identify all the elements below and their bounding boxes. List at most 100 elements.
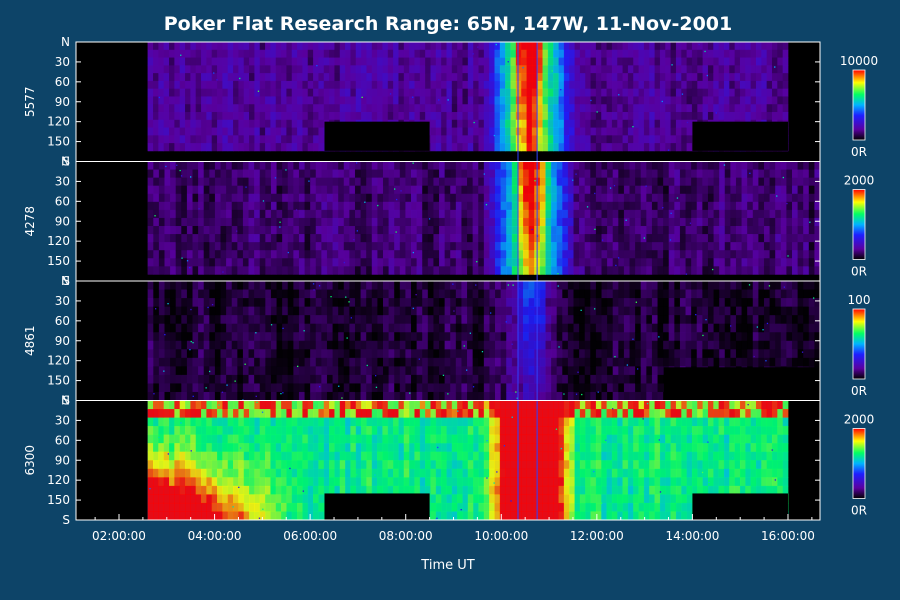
heatmap-cell (411, 281, 417, 290)
heatmap-cell (531, 96, 538, 105)
heatmap-cell (209, 234, 216, 243)
heatmap-cell (556, 391, 563, 401)
heatmap-cell (467, 349, 474, 359)
heatmap-cell (633, 104, 639, 113)
noise-pixel (643, 237, 645, 239)
heatmap-cell (461, 266, 468, 275)
heatmap-cell (186, 323, 193, 333)
noise-pixel (560, 89, 562, 91)
heatmap-cell (185, 135, 191, 144)
heatmap-cell (542, 65, 549, 74)
heatmap-cell (169, 73, 175, 82)
heatmap-cell (567, 366, 574, 376)
heatmap-cell (446, 111, 453, 121)
heatmap-cell (691, 193, 698, 203)
noise-pixel (364, 201, 366, 203)
heatmap-cell (590, 340, 597, 350)
heatmap-cell (310, 185, 317, 195)
heatmap-cell (366, 281, 373, 290)
heatmap-cell (430, 80, 437, 90)
heatmap-cell (399, 250, 406, 259)
heatmap-cell (584, 169, 591, 179)
heatmap-cell (192, 258, 199, 267)
heatmap-cell (186, 281, 193, 290)
heatmap-cell (573, 258, 580, 267)
heatmap-cell (354, 177, 361, 187)
heatmap-cell (393, 49, 399, 58)
heatmap-cell (192, 315, 199, 325)
heatmap-cell (595, 143, 602, 152)
heatmap-cell (761, 73, 768, 82)
heatmap-cell (203, 306, 210, 316)
heatmap-cell (382, 73, 389, 82)
heatmap-cell (763, 234, 770, 243)
heatmap-cell (181, 349, 188, 359)
heatmap-cell (697, 88, 704, 97)
heatmap-cell (293, 357, 300, 367)
heatmap-cell (209, 374, 216, 384)
heatmap-cell (563, 119, 570, 128)
heatmap-cell (573, 315, 580, 325)
heatmap-cell (569, 80, 575, 90)
heatmap-cell (780, 217, 787, 227)
noise-pixel (274, 177, 277, 179)
heatmap-cell (467, 42, 474, 51)
heatmap-cell (190, 119, 197, 128)
heatmap-cell (282, 201, 289, 211)
heatmap-cell (323, 104, 330, 113)
heatmap-cell (326, 383, 333, 393)
heatmap-cell (291, 80, 298, 90)
heatmap-cell (388, 298, 395, 308)
noise-pixel (551, 70, 553, 72)
heatmap-cell (382, 185, 389, 195)
heatmap-cell (323, 49, 330, 58)
heatmap-cell (414, 96, 421, 105)
heatmap-cell (231, 201, 238, 211)
heatmap-cell (419, 111, 426, 121)
heatmap-cell (752, 225, 759, 235)
heatmap-cell (192, 357, 199, 367)
heatmap-cell (248, 332, 255, 342)
heatmap-cell (233, 80, 239, 90)
heatmap-cell (321, 366, 328, 376)
heatmap-cell (265, 57, 271, 66)
heatmap-cell (782, 111, 789, 121)
heatmap-cell (696, 258, 703, 267)
heatmap-cell (523, 298, 530, 308)
heatmap-cell (640, 242, 647, 251)
heatmap-cell (265, 209, 272, 219)
heatmap-cell (494, 65, 501, 74)
heatmap-cell (388, 258, 395, 267)
heatmap-cell (745, 80, 752, 90)
heatmap-cell (579, 135, 586, 144)
heatmap-cell (659, 42, 666, 51)
heatmap-cell (315, 161, 322, 170)
heatmap-cell (675, 80, 682, 90)
heatmap-cell (627, 143, 634, 152)
heatmap-cell (237, 225, 244, 235)
heatmap-cell (674, 340, 681, 350)
heatmap-cell (633, 111, 639, 121)
heatmap-cell (377, 169, 384, 179)
heatmap-cell (366, 185, 373, 195)
heatmap-cell (734, 111, 741, 121)
heatmap-cell (326, 306, 333, 316)
heatmap-cell (416, 374, 423, 384)
heatmap-cell (388, 234, 395, 243)
heatmap-cell (674, 306, 681, 316)
heatmap-cell (371, 193, 378, 203)
heatmap-cell (483, 258, 490, 267)
heatmap-cell (349, 366, 356, 376)
heatmap-cell (499, 88, 506, 97)
noise-pixel (723, 164, 726, 166)
heatmap-cell (478, 143, 485, 152)
heatmap-cell (595, 250, 602, 259)
heatmap-cell (741, 169, 748, 179)
heatmap-cell (696, 266, 703, 275)
heatmap-cell (186, 391, 193, 401)
heatmap-cell (517, 298, 524, 308)
heatmap-cell (304, 193, 311, 203)
heatmap-cell (472, 161, 479, 170)
heatmap-cell (510, 73, 517, 82)
noise-pixel (179, 169, 181, 172)
